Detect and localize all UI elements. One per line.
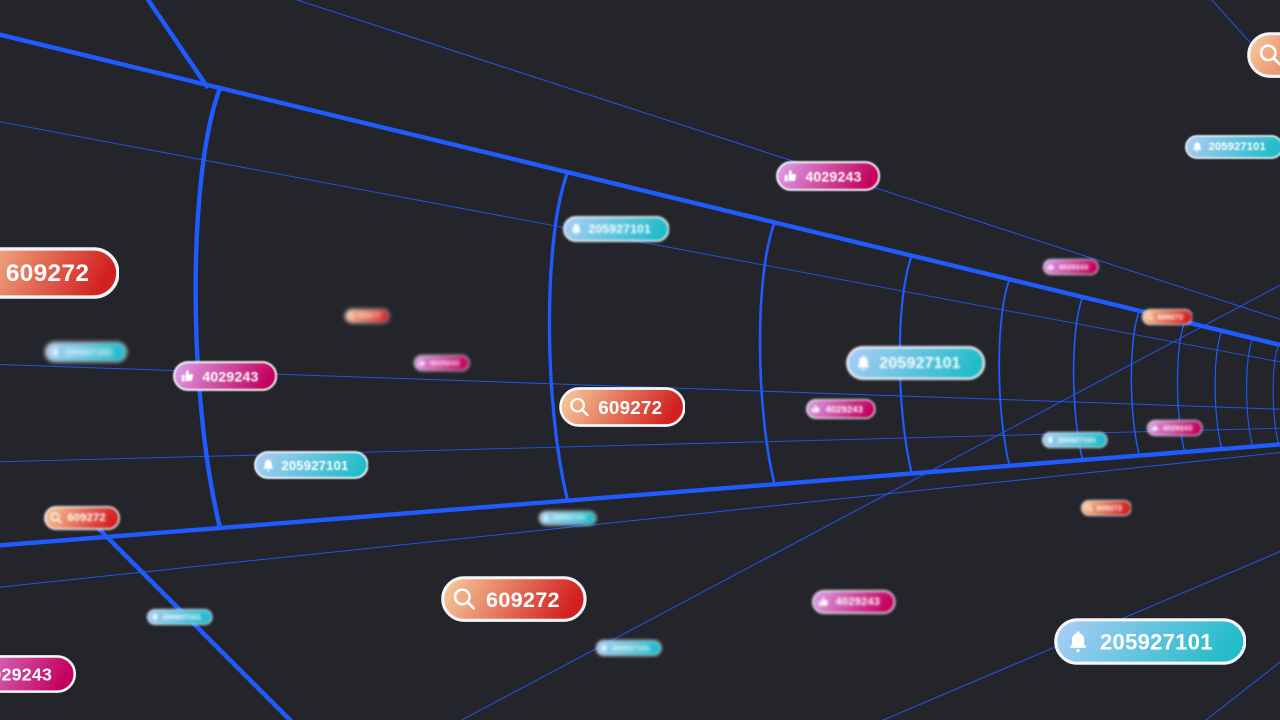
svg-text:609272: 609272 (359, 313, 382, 320)
svg-text:4029243: 4029243 (805, 168, 861, 184)
svg-text:4029243: 4029243 (1163, 424, 1193, 433)
svg-text:609272: 609272 (1096, 504, 1122, 513)
svg-text:205927101: 205927101 (163, 613, 201, 622)
svg-text:205927101: 205927101 (1100, 629, 1213, 654)
svg-text:609272: 609272 (1157, 313, 1183, 322)
svg-text:205927101: 205927101 (588, 222, 651, 236)
svg-text:205927101: 205927101 (65, 347, 113, 358)
svg-text:4029243: 4029243 (0, 664, 52, 684)
svg-text:205927101: 205927101 (1058, 436, 1096, 445)
svg-text:609272: 609272 (6, 260, 89, 287)
svg-text:205927101: 205927101 (553, 515, 587, 522)
svg-text:205927101: 205927101 (880, 355, 961, 372)
svg-text:609272: 609272 (67, 512, 105, 524)
svg-text:4029243: 4029243 (836, 596, 881, 608)
svg-text:4029243: 4029243 (826, 404, 863, 415)
svg-text:4029243: 4029243 (430, 359, 460, 368)
svg-text:205927101: 205927101 (1208, 141, 1265, 153)
svg-text:4029243: 4029243 (1059, 263, 1089, 272)
svg-text:205927101: 205927101 (612, 644, 650, 653)
svg-text:609272: 609272 (598, 397, 662, 418)
svg-text:205927101: 205927101 (281, 458, 348, 473)
svg-text:609272: 609272 (486, 587, 560, 612)
svg-text:4029243: 4029243 (202, 368, 258, 384)
